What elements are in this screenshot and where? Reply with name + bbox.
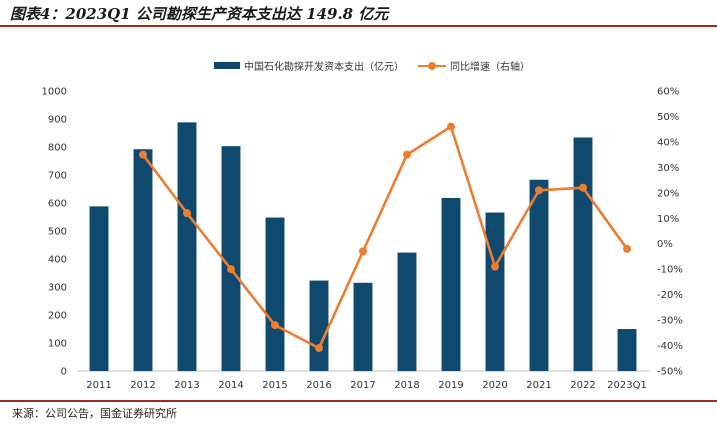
growth-point-2012 [139,150,147,159]
bar-2015 [265,217,285,371]
y-right-tick-label: -40% [657,341,683,352]
chart-title: 图表4：2023Q1 公司勘探生产资本支出达 149.8 亿元 [10,5,389,23]
x-tick-label: 2019 [438,380,463,391]
y-left-tick-label: 400 [48,255,67,266]
x-tick-label: 2015 [262,380,287,391]
y-right-tick-label: -20% [657,290,683,301]
bottom-rule [0,400,717,402]
growth-point-2017 [359,247,367,256]
bar-2016 [309,280,329,371]
x-tick-label: 2016 [306,380,331,391]
growth-point-2016 [315,344,323,353]
y-left-tick-label: 700 [48,171,67,182]
legend: 中国石化勘探开发资本支出（亿元） 同比增速（右轴） [0,58,717,76]
legend-bar-swatch [214,62,240,69]
growth-point-2022 [579,183,587,192]
y-left-tick-label: 300 [48,283,67,294]
x-tick-label: 2014 [218,380,243,391]
y-left-tick-label: 600 [48,199,67,210]
bar-2014 [221,146,241,371]
x-tick-label: 2018 [394,380,419,391]
x-tick-label: 2020 [482,380,507,391]
y-left-tick-label: 100 [48,339,67,350]
x-tick-label: 2023Q1 [607,380,647,391]
legend-item-bar: 中国石化勘探开发资本支出（亿元） [214,58,404,73]
bar-2022 [573,137,593,371]
x-tick-label: 2021 [526,380,551,391]
legend-item-line: 同比增速（右轴） [418,58,530,73]
legend-line-label: 同比增速（右轴） [450,62,530,73]
x-tick-label: 2017 [350,380,375,391]
y-left-tick-label: 800 [48,143,67,154]
x-tick-label: 2011 [86,380,111,391]
growth-point-2019 [447,122,455,131]
y-left-tick-label: 900 [48,115,67,126]
legend-line-swatch [418,61,446,71]
growth-line [141,125,629,350]
x-tick-label: 2022 [570,380,595,391]
y-right-tick-label: 0% [657,239,673,250]
growth-point-2018 [403,150,411,159]
y-right-tick-label: 20% [657,188,679,199]
y-right-tick-label: 10% [657,214,679,225]
y-right-tick-label: 60% [657,87,679,98]
y-right-tick-label: 50% [657,112,679,123]
bar-2023Q1 [617,329,637,371]
bar-2021 [529,179,549,371]
growth-point-2014 [227,265,235,274]
bar-2013 [177,122,197,371]
growth-point-2020 [491,262,499,271]
bar-2019 [441,197,461,371]
y-left-tick-label: 500 [48,227,67,238]
y-right-tick-label: -10% [657,265,683,276]
y-left-tick-label: 0 [61,367,67,378]
growth-point-2021 [535,186,543,195]
top-rule [0,25,717,27]
legend-bar-label: 中国石化勘探开发资本支出（亿元） [244,62,404,73]
source-note: 来源：公司公告，国金证券研究所 [12,407,177,420]
y-right-tick-label: -30% [657,316,683,327]
bar-2020 [485,212,505,371]
growth-point-2013 [183,209,191,218]
y-right-tick-label: 30% [657,163,679,174]
growth-point-2023Q1 [623,244,631,253]
y-right-tick-label: 40% [657,137,679,148]
growth-point-2015 [271,321,279,330]
y-right-tick-label: -50% [657,367,683,378]
bar-2017 [353,282,373,371]
bar-2018 [397,252,417,371]
x-tick-label: 2012 [130,380,155,391]
y-left-tick-label: 1000 [42,87,67,98]
bar-2012 [133,149,153,371]
x-tick-label: 2013 [174,380,199,391]
y-left-tick-label: 200 [48,311,67,322]
bar-2011 [89,206,109,371]
